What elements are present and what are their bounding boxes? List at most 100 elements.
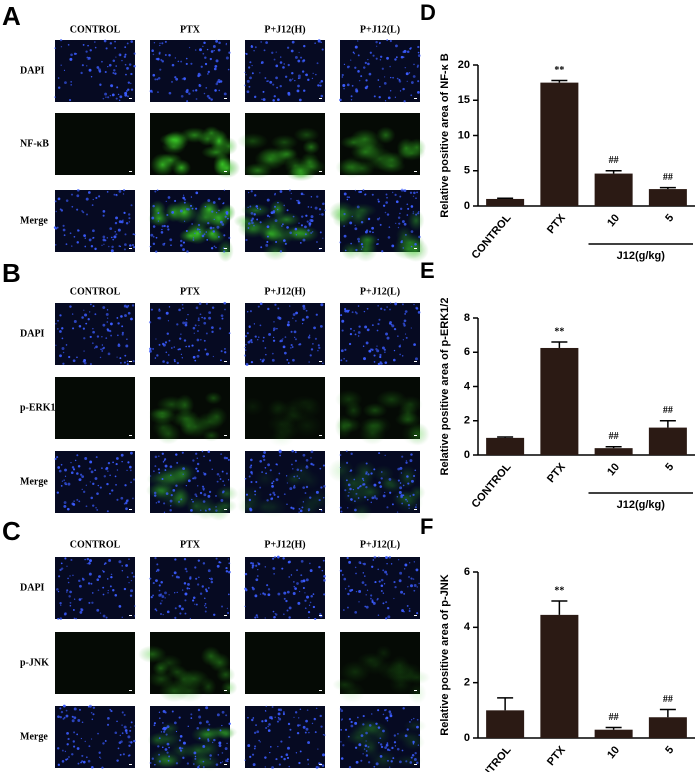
nucleus [197, 223, 201, 227]
nucleus [155, 236, 158, 239]
nucleus [164, 458, 167, 461]
nucleus [377, 568, 379, 571]
nucleus [102, 570, 105, 573]
nucleus [415, 504, 417, 506]
nucleus [184, 612, 187, 615]
nucleus [267, 588, 271, 591]
row-label: p-JNK [20, 657, 49, 668]
significance-mark: ** [554, 585, 564, 596]
nucleus [298, 717, 300, 719]
nucleus [76, 498, 79, 501]
nucleus [215, 557, 218, 560]
nucleus [259, 741, 261, 743]
nucleus [342, 744, 345, 747]
nucleus [291, 71, 294, 75]
nucleus [379, 86, 381, 88]
nucleus [162, 722, 164, 724]
nucleus [103, 475, 107, 478]
nucleus [308, 222, 312, 226]
nucleus [106, 190, 109, 193]
nucleus [207, 739, 210, 742]
nucleus [367, 62, 370, 66]
nucleus [286, 503, 288, 505]
nucleus [192, 500, 194, 503]
nucleus [362, 714, 365, 718]
nucleus [380, 307, 383, 310]
nucleus [358, 325, 361, 328]
nucleus [292, 215, 295, 218]
nucleus [315, 313, 318, 316]
group-label: J12(g/kg) [617, 499, 666, 511]
nucleus [254, 490, 257, 493]
nucleus [94, 313, 97, 316]
nucleus [79, 584, 82, 588]
nucleus [119, 753, 122, 756]
nucleus [246, 79, 250, 83]
nucleus [283, 239, 286, 242]
nucleus [130, 579, 133, 582]
nucleus [71, 719, 75, 723]
nucleus [197, 559, 201, 562]
scale-bar [414, 435, 417, 436]
nucleus [287, 362, 290, 364]
nucleus [117, 344, 121, 347]
nucleus [322, 734, 325, 736]
nucleus [211, 210, 214, 213]
nucleus [107, 470, 109, 472]
nucleus [191, 344, 194, 347]
nucleus [308, 616, 310, 619]
nucleus [348, 765, 352, 769]
nucleus [361, 581, 365, 584]
nucleus [312, 72, 314, 74]
nucleus [305, 214, 308, 217]
nucleus [133, 725, 136, 727]
nucleus [125, 222, 129, 225]
scale-bar [319, 435, 322, 436]
nucleus [293, 585, 296, 588]
nucleus [350, 498, 353, 501]
nucleus [178, 746, 182, 750]
green-signal [394, 412, 422, 427]
nucleus [154, 608, 157, 611]
green-signal [258, 496, 288, 518]
nucleus [223, 456, 227, 460]
nucleus [59, 330, 62, 333]
nucleus [314, 617, 317, 621]
nucleus [213, 49, 215, 52]
scale-bar [129, 98, 132, 99]
nucleus [196, 462, 200, 466]
nucleus [206, 94, 210, 98]
nucleus [278, 717, 282, 721]
nucleus [115, 463, 118, 466]
nucleus [377, 79, 380, 81]
nucleus [79, 610, 83, 614]
nucleus [385, 556, 388, 559]
nucleus [156, 78, 159, 81]
nucleus [292, 468, 294, 470]
image-bg [55, 113, 135, 175]
nucleus [286, 756, 290, 760]
scale-bar [319, 171, 322, 172]
nucleus [121, 221, 123, 223]
nucleus [389, 39, 392, 43]
nucleus [66, 743, 69, 746]
nucleus [102, 214, 105, 217]
nucleus [78, 500, 81, 503]
nucleus [128, 744, 131, 747]
nucleus [321, 213, 324, 216]
nucleus [298, 343, 300, 346]
micrograph [147, 706, 238, 771]
nucleus [403, 592, 406, 595]
nucleus [375, 722, 378, 725]
nucleus [180, 94, 184, 98]
nucleus [227, 217, 229, 220]
nucleus [292, 358, 295, 362]
green-signal [352, 471, 375, 493]
nucleus [166, 751, 169, 754]
micrograph [339, 706, 427, 771]
nucleus [126, 469, 128, 472]
nucleus [361, 477, 364, 480]
nucleus [315, 73, 317, 76]
nucleus [357, 40, 359, 42]
nucleus [364, 575, 366, 577]
